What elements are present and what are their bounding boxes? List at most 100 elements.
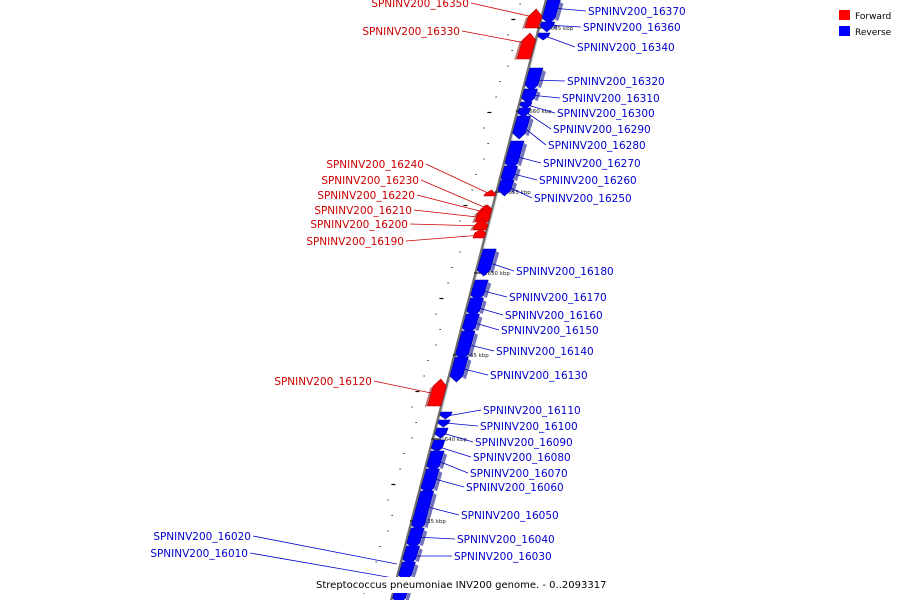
gene-feature-shade	[479, 300, 487, 314]
legend: Forward Reverse	[839, 10, 892, 38]
gene-label-spninv200_16210[interactable]: SPNINV200_16210	[314, 205, 412, 217]
gene-label-spninv200_16370[interactable]: SPNINV200_16370	[588, 6, 686, 18]
gene-feature-spninv200_16290[interactable]	[517, 107, 532, 118]
label-leader	[447, 409, 482, 417]
label-leader	[525, 111, 552, 130]
gene-label-spninv200_16070[interactable]: SPNINV200_16070	[470, 468, 568, 480]
gene-feature-shade	[553, 24, 558, 29]
gene-label-spninv200_16160[interactable]: SPNINV200_16160	[505, 310, 603, 322]
gene-feature-spninv200_16190[interactable]	[472, 228, 487, 239]
gene-label-spninv200_16020[interactable]: SPNINV200_16020	[153, 531, 251, 543]
legend-forward-label: Forward	[855, 12, 891, 22]
gene-label-spninv200_16110[interactable]: SPNINV200_16110	[483, 405, 581, 417]
gene-label-spninv200_16040[interactable]: SPNINV200_16040	[457, 534, 555, 546]
gene-feature-spninv200_16180[interactable]	[476, 248, 497, 277]
gene-features	[392, 0, 564, 600]
gene-feature-shade	[468, 333, 478, 357]
gene-label-spninv200_16340[interactable]: SPNINV200_16340	[577, 42, 675, 54]
gene-feature-shade	[514, 168, 521, 181]
label-leader	[438, 446, 472, 458]
gene-feature-spninv200_16340[interactable]	[537, 32, 551, 41]
gene-label-spninv200_16330[interactable]: SPNINV200_16330	[362, 26, 460, 38]
genome-caption: Streptococcus pneumoniae INV200 genome. …	[316, 580, 606, 591]
gene-label-spninv200_16280[interactable]: SPNINV200_16280	[548, 140, 646, 152]
gene-labels: SPNINV200_16370 SPNINV200_16360 SPNINV200_…	[150, 0, 685, 563]
gene-label-spninv200_16260[interactable]: SPNINV200_16260	[539, 175, 637, 187]
gene-label-spninv200_16240[interactable]: SPNINV200_16240	[326, 159, 424, 171]
gene-feature-spninv200_16240[interactable]	[483, 189, 497, 197]
label-leader	[249, 552, 394, 579]
gene-feature-spninv200_16320[interactable]	[524, 67, 544, 92]
label-leader	[445, 422, 479, 427]
gene-feature-spninv200_16370[interactable]	[541, 0, 561, 25]
axis-tick-label: 1645 kbp	[463, 353, 489, 359]
gene-label-spninv200_16300[interactable]: SPNINV200_16300	[557, 108, 655, 120]
gene-label-spninv200_16250[interactable]: SPNINV200_16250	[534, 193, 632, 205]
gene-label-spninv200_16170[interactable]: SPNINV200_16170	[509, 292, 607, 304]
gene-label-spninv200_16100[interactable]: SPNINV200_16100	[480, 421, 578, 433]
gene-feature-shade	[490, 251, 500, 273]
gene-label-spninv200_16290[interactable]: SPNINV200_16290	[553, 124, 651, 136]
gene-feature-spninv200_16080[interactable]	[430, 439, 446, 453]
gene-feature-shade	[439, 453, 448, 469]
gene-label-spninv200_16200[interactable]: SPNINV200_16200	[310, 219, 408, 231]
label-leader	[423, 505, 460, 516]
gene-label-spninv200_16090[interactable]: SPNINV200_16090	[475, 437, 573, 449]
gene-feature-shade	[538, 70, 546, 88]
gene-feature-shade	[555, 2, 564, 21]
gene-label-spninv200_16230[interactable]: SPNINV200_16230	[321, 175, 419, 187]
gene-feature-spninv200_16280[interactable]	[512, 115, 531, 140]
gene-feature-shade	[462, 359, 472, 379]
gene-feature-shade	[475, 316, 483, 331]
gene-label-spninv200_16190[interactable]: SPNINV200_16190	[306, 236, 404, 248]
gene-feature-shade	[510, 182, 517, 193]
gene-feature-shade	[534, 91, 541, 101]
gene-label-spninv200_16030[interactable]: SPNINV200_16030	[454, 551, 552, 563]
gene-label-spninv200_16130[interactable]: SPNINV200_16130	[490, 370, 588, 382]
gene-feature-spninv200_16310[interactable]	[521, 88, 538, 105]
gene-label-spninv200_16140[interactable]: SPNINV200_16140	[496, 346, 594, 358]
axis-tick-label: 1660 kbp	[526, 109, 552, 115]
gene-feature-spninv200_16350[interactable]	[524, 8, 543, 29]
gene-feature-spninv200_16300[interactable]	[519, 101, 533, 110]
gene-feature-spninv200_16120[interactable]	[427, 378, 447, 407]
gene-label-spninv200_16320[interactable]: SPNINV200_16320	[567, 76, 665, 88]
gene-feature-spninv200_16330[interactable]	[516, 32, 536, 60]
label-leader	[544, 35, 576, 48]
label-leader	[420, 179, 489, 210]
gene-feature-spninv200_16360[interactable]	[539, 21, 556, 33]
gene-feature-shade	[470, 225, 475, 231]
legend-reverse-swatch	[839, 26, 850, 36]
caption-backdrop	[310, 577, 590, 593]
gene-label-spninv200_16150[interactable]: SPNINV200_16150	[501, 325, 599, 337]
gene-feature-spninv200_16250[interactable]	[497, 179, 515, 197]
gene-feature-shade	[483, 282, 492, 298]
gene-label-spninv200_16120[interactable]: SPNINV200_16120	[274, 376, 372, 388]
gene-label-spninv200_16060[interactable]: SPNINV200_16060	[466, 482, 564, 494]
legend-reverse-label: Reverse	[855, 28, 892, 38]
label-leader	[425, 163, 493, 196]
gene-feature-shade	[522, 16, 529, 29]
gene-label-spninv200_16350[interactable]: SPNINV200_16350	[371, 0, 469, 10]
gene-label-spninv200_16010[interactable]: SPNINV200_16010	[150, 548, 248, 560]
gene-feature-spninv200_16130[interactable]	[449, 356, 469, 383]
gene-label-spninv200_16360[interactable]: SPNINV200_16360	[583, 22, 681, 34]
gene-feature-shade	[415, 548, 423, 562]
gene-label-spninv200_16310[interactable]: SPNINV200_16310	[562, 93, 660, 105]
gene-feature-shade	[434, 471, 443, 491]
gene-label-spninv200_16050[interactable]: SPNINV200_16050	[461, 510, 559, 522]
gene-label-spninv200_16080[interactable]: SPNINV200_16080	[473, 452, 571, 464]
gene-label-spninv200_16270[interactable]: SPNINV200_16270	[543, 158, 641, 170]
gene-feature-spninv200_16100[interactable]	[437, 419, 451, 428]
label-leader	[470, 2, 538, 19]
axis-tick-label: 1650 kbp	[484, 271, 510, 277]
axis-tick-label: 1635 kbp	[420, 519, 446, 525]
gene-feature-shade	[424, 386, 434, 407]
gene-feature-spninv200_16090[interactable]	[434, 427, 449, 439]
label-leader	[405, 234, 482, 242]
gene-label-spninv200_16220[interactable]: SPNINV200_16220	[317, 190, 415, 202]
gene-feature-spninv200_16110[interactable]	[439, 411, 453, 420]
gene-label-spninv200_16180[interactable]: SPNINV200_16180	[516, 266, 614, 278]
gene-feature-shade	[424, 493, 437, 528]
